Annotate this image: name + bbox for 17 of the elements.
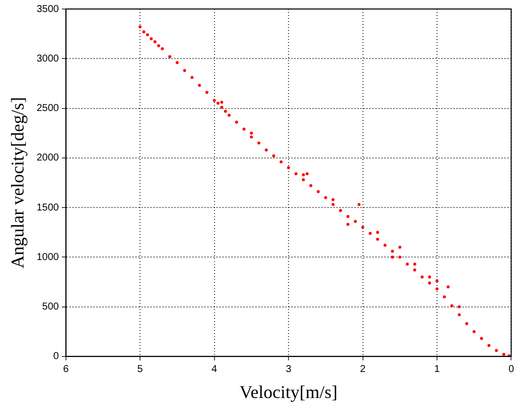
x-tick-label: 2 bbox=[360, 364, 366, 376]
y-axis-title: Angular velocity[deg/s] bbox=[8, 96, 28, 268]
y-tick-label: 1000 bbox=[36, 252, 60, 263]
y-tick-label: 2000 bbox=[36, 152, 60, 164]
x-axis-title: Velocity[m/s] bbox=[240, 382, 338, 402]
y-tick-label: 2500 bbox=[36, 103, 60, 114]
y-tick-label: 0 bbox=[53, 351, 60, 362]
y-tick-label: 1500 bbox=[36, 202, 60, 214]
x-tick-label: 5 bbox=[137, 364, 144, 376]
y-tick-label: 500 bbox=[42, 302, 60, 313]
x-tick-label: 6 bbox=[63, 364, 70, 376]
x-tick-label: 4 bbox=[212, 364, 218, 376]
x-tick-label: 1 bbox=[434, 364, 440, 376]
y-tick-label: 3500 bbox=[36, 4, 60, 15]
x-tick-label: 3 bbox=[286, 364, 292, 376]
x-tick-label: 0 bbox=[508, 364, 514, 376]
y-tick-label: 3000 bbox=[36, 53, 60, 64]
